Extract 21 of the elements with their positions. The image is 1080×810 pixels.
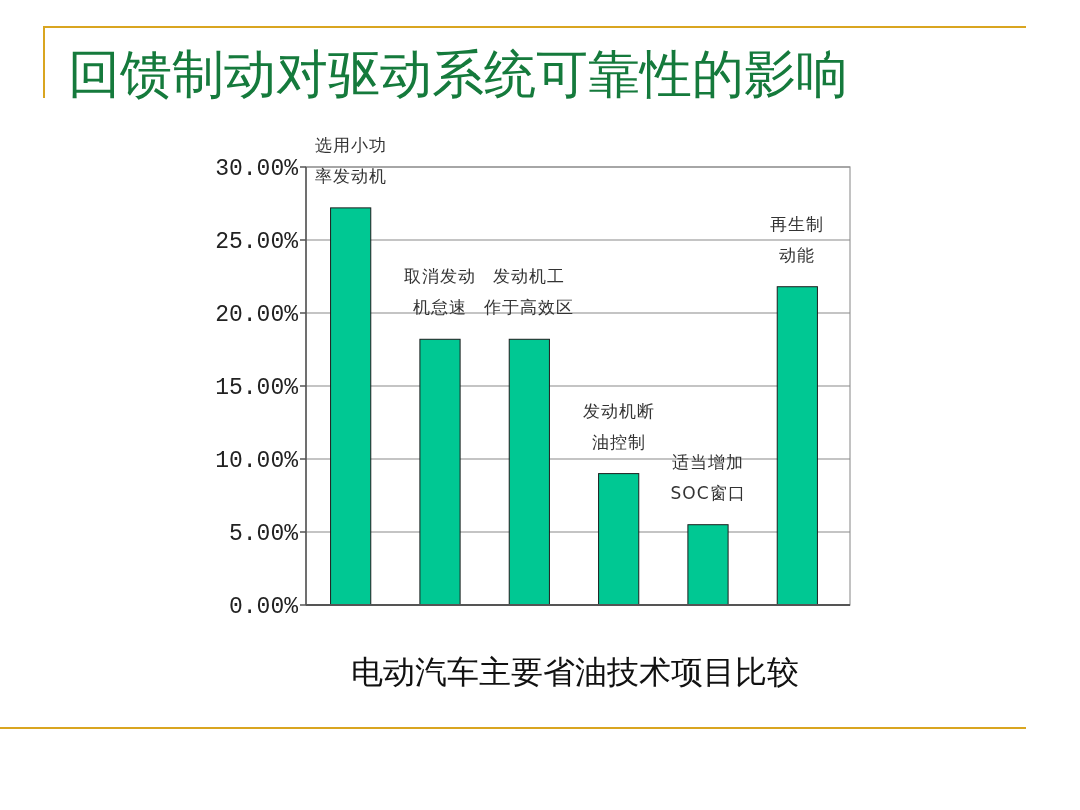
bar xyxy=(598,473,640,606)
x-tick-label: 适当增加SOC窗口 xyxy=(670,451,746,503)
y-tick-label: 15.00% xyxy=(215,375,299,402)
bar xyxy=(687,524,729,606)
y-tick-label: 30.00% xyxy=(215,156,299,183)
x-tick-label: 发动机工作于高效区 xyxy=(483,266,575,318)
bar xyxy=(419,338,461,606)
x-axis-title: 电动汽车主要省油技术项目比较 xyxy=(351,654,799,690)
y-tick-label: 5.00% xyxy=(228,521,299,548)
x-tick-label: 发动机断油控制 xyxy=(582,400,655,452)
x-tick-label: 再生制动能 xyxy=(770,213,825,265)
y-tick-label: 10.00% xyxy=(215,448,299,475)
y-tick-label: 25.00% xyxy=(215,229,299,256)
bar xyxy=(330,207,372,606)
x-tick-label: 选用小功率发动机 xyxy=(314,134,387,186)
y-tick-label: 0.00% xyxy=(228,594,299,621)
y-tick-label: 20.00% xyxy=(215,302,299,329)
x-tick-label: 取消发动机怠速 xyxy=(404,266,476,318)
chart-title: 回馈制动对驱动系统可靠性的影响 xyxy=(68,46,848,103)
bar xyxy=(508,338,550,606)
bar xyxy=(776,286,818,606)
